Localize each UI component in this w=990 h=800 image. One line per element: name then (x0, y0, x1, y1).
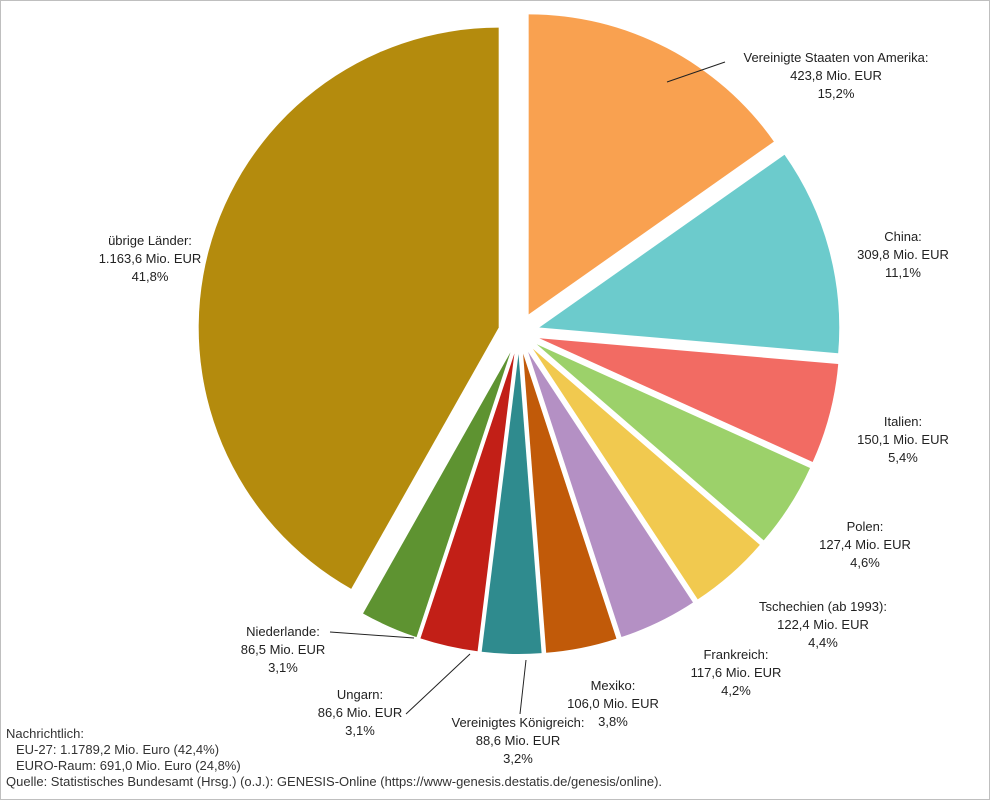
slice-label-value: 122,4 Mio. EUR (777, 617, 869, 632)
slice-label-percent: 11,1% (885, 265, 921, 280)
slice-label-percent: 4,4% (808, 635, 838, 650)
leader-line-niederlande (329, 631, 415, 639)
pie-slice-italien (539, 338, 839, 462)
slice-label-uebrige-laender: übrige Länder: 1.163,6 Mio. EUR 41,8% (99, 233, 202, 284)
leader-line-vereinigtes-koenigreich (519, 659, 527, 715)
slice-label-name: Frankreich: (703, 647, 768, 662)
pie-slice-uebrige-laender (198, 27, 499, 589)
notes-heading: Nachrichtlich: (6, 726, 85, 741)
slice-label-percent: 4,6% (850, 555, 880, 570)
slice-label-percent: 3,1% (345, 723, 375, 738)
slice-label-frankreich: Frankreich: 117,6 Mio. EUR 4,2% (691, 647, 782, 698)
slice-label-name: Mexiko: (591, 678, 636, 693)
slice-label-italien: Italien: 150,1 Mio. EUR 5,4% (857, 414, 949, 465)
slice-label-percent: 41,8% (132, 269, 169, 284)
slice-label-vereinigtes-koenigreich: Vereinigtes Königreich: 88,6 Mio. EUR 3,2% (452, 715, 585, 766)
slice-label-percent: 3,1% (268, 660, 298, 675)
notes-block: Nachrichtlich: EU-27: 1.1789,2 Mio. Euro… (6, 726, 662, 790)
pie-slice-china (539, 154, 840, 354)
slice-label-name: Ungarn: (337, 687, 383, 702)
slice-label-percent: 3,8% (598, 714, 628, 729)
leader-lines (329, 61, 726, 715)
pie-slice-polen (536, 344, 811, 541)
slice-label-name: Tschechien (ab 1993): (759, 599, 887, 614)
slice-label-value: 86,6 Mio. EUR (318, 705, 403, 720)
pie-slices (198, 14, 840, 654)
slice-label-china: China: 309,8 Mio. EUR 11,1% (857, 229, 949, 280)
slice-labels: Vereinigte Staaten von Amerika: 423,8 Mio… (99, 50, 949, 766)
pie-slice-ungarn (420, 353, 515, 652)
slice-label-percent: 15,2% (818, 86, 855, 101)
slice-label-value: 150,1 Mio. EUR (857, 432, 949, 447)
pie-slice-niederlande (363, 352, 511, 638)
slice-label-ungarn: Ungarn: 86,6 Mio. EUR 3,1% (318, 687, 403, 738)
slice-label-percent: 3,2% (503, 751, 533, 766)
slice-label-polen: Polen: 127,4 Mio. EUR 4,6% (819, 519, 911, 570)
slice-label-name: Polen: (847, 519, 884, 534)
pie-slice-vereinigte-staaten-von-amerika (528, 14, 774, 315)
leader-line-ungarn (405, 653, 471, 715)
slice-label-vereinigte-staaten-von-amerika: Vereinigte Staaten von Amerika: 423,8 Mio… (743, 50, 928, 101)
pie-slice-vereinigtes-koenigreich (481, 353, 542, 654)
slice-label-value: 106,0 Mio. EUR (567, 696, 659, 711)
slice-label-value: 423,8 Mio. EUR (790, 68, 882, 83)
slice-label-name: übrige Länder: (108, 233, 192, 248)
slice-label-value: 309,8 Mio. EUR (857, 247, 949, 262)
slice-label-percent: 4,2% (721, 683, 751, 698)
slice-label-value: 127,4 Mio. EUR (819, 537, 911, 552)
slice-label-name: Niederlande: (246, 624, 320, 639)
slice-label-name: Vereinigtes Königreich: (452, 715, 585, 730)
slice-label-name: China: (884, 229, 922, 244)
note-eu27: EU-27: 1.1789,2 Mio. Euro (42,4%) (16, 742, 220, 757)
slice-label-niederlande: Niederlande: 86,5 Mio. EUR 3,1% (241, 624, 326, 675)
slice-label-name: Italien: (884, 414, 922, 429)
slice-label-percent: 5,4% (888, 450, 918, 465)
slice-label-value: 117,6 Mio. EUR (691, 665, 782, 680)
leader-line-vereinigte-staaten-von-amerika (666, 61, 726, 83)
pie-slice-tschechien-ab-1993 (532, 348, 760, 600)
note-euro-area: EURO-Raum: 691,0 Mio. Euro (24,8%) (16, 758, 241, 773)
slice-label-value: 88,6 Mio. EUR (476, 733, 561, 748)
slice-label-mexiko: Mexiko: 106,0 Mio. EUR 3,8% (567, 678, 659, 729)
pie-slice-frankreich (528, 351, 694, 638)
pie-slice-mexiko (523, 353, 617, 653)
slice-label-value: 1.163,6 Mio. EUR (99, 251, 202, 266)
slice-label-tschechien-ab-1993: Tschechien (ab 1993): 122,4 Mio. EUR 4,4% (759, 599, 887, 650)
source-note: Quelle: Statistisches Bundesamt (Hrsg.) … (6, 774, 663, 789)
slice-label-name: Vereinigte Staaten von Amerika: (743, 50, 928, 65)
slice-label-value: 86,5 Mio. EUR (241, 642, 326, 657)
